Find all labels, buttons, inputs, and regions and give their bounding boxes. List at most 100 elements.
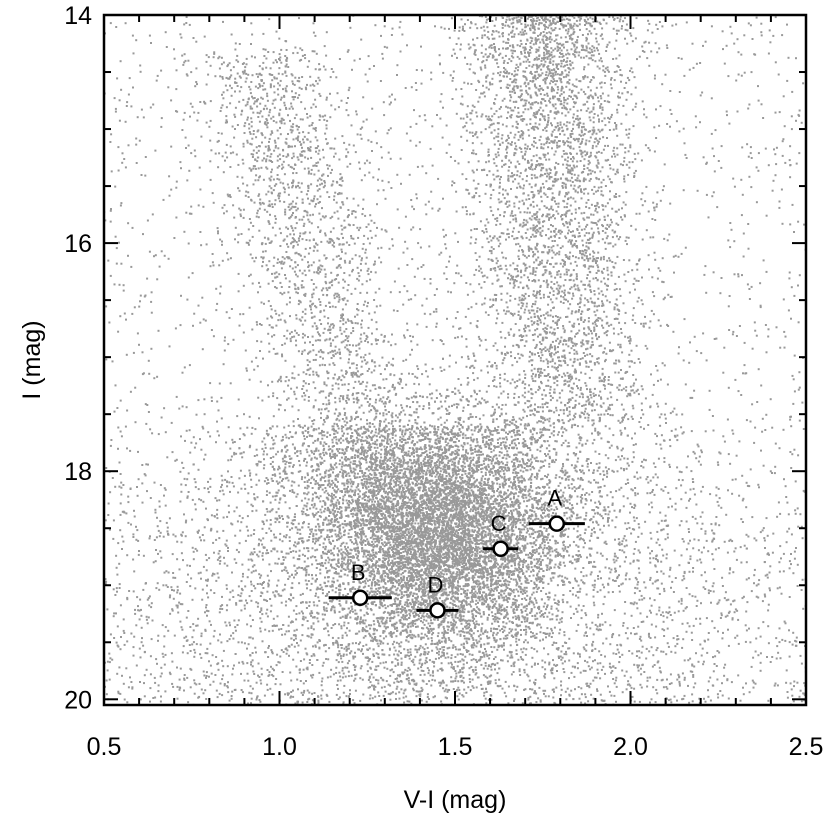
- background-star: [400, 491, 403, 494]
- background-star: [395, 507, 398, 510]
- background-star: [397, 574, 400, 577]
- background-star: [443, 591, 446, 594]
- background-star: [436, 558, 439, 560]
- background-star: [535, 477, 538, 480]
- background-star: [445, 448, 448, 451]
- background-star: [337, 533, 340, 536]
- background-star: [559, 553, 562, 556]
- background-star: [337, 427, 340, 430]
- background-star: [454, 578, 457, 580]
- background-star: [577, 516, 580, 519]
- background-star: [483, 487, 486, 490]
- background-star: [212, 541, 215, 544]
- background-star: [409, 466, 412, 469]
- background-star: [400, 593, 403, 596]
- background-star: [496, 520, 498, 523]
- background-star: [423, 529, 426, 532]
- background-star: [526, 617, 529, 620]
- background-star: [469, 483, 472, 486]
- background-star: [504, 447, 507, 450]
- background-star: [402, 608, 405, 611]
- background-star: [526, 618, 529, 621]
- background-star: [517, 481, 520, 484]
- background-star: [570, 483, 573, 486]
- background-star: [341, 615, 344, 618]
- background-star: [384, 462, 387, 465]
- background-star: [413, 382, 416, 385]
- background-star: [451, 519, 454, 522]
- background-star: [421, 614, 424, 617]
- background-star: [343, 453, 345, 456]
- background-star: [529, 535, 532, 538]
- background-star: [412, 687, 415, 690]
- background-star: [467, 452, 469, 455]
- background-star: [344, 424, 347, 427]
- background-star: [500, 517, 503, 519]
- background-star: [492, 455, 495, 458]
- background-star: [520, 582, 523, 585]
- background-star: [507, 535, 510, 538]
- background-star: [323, 601, 326, 604]
- background-star: [434, 501, 437, 504]
- background-star: [535, 590, 538, 593]
- background-star: [447, 586, 450, 589]
- background-star: [545, 569, 548, 571]
- background-star: [445, 413, 448, 415]
- background-star: [406, 441, 409, 444]
- background-star: [482, 441, 484, 444]
- background-star: [375, 490, 378, 492]
- background-star: [484, 501, 487, 504]
- background-star: [403, 590, 406, 593]
- background-star: [347, 546, 349, 549]
- background-star: [284, 556, 287, 559]
- background-star: [460, 593, 463, 595]
- background-star: [455, 675, 458, 678]
- background-star: [347, 675, 350, 678]
- background-star: [539, 534, 542, 537]
- background-star: [415, 531, 418, 534]
- background-star: [502, 503, 505, 506]
- background-star: [378, 539, 381, 542]
- background-star: [490, 462, 493, 465]
- background-star: [502, 642, 505, 645]
- background-star: [285, 569, 288, 572]
- background-star: [510, 442, 513, 445]
- background-star: [446, 579, 449, 582]
- background-star: [365, 611, 368, 614]
- background-star: [382, 591, 385, 594]
- background-star: [570, 386, 573, 389]
- background-star: [524, 610, 527, 612]
- background-star: [512, 458, 515, 461]
- background-star: [478, 389, 481, 392]
- background-star: [506, 423, 509, 426]
- background-star: [288, 465, 291, 468]
- background-star: [388, 529, 391, 532]
- background-star: [311, 528, 313, 531]
- background-star: [439, 538, 442, 541]
- background-star: [382, 554, 385, 557]
- background-star: [476, 526, 479, 529]
- background-star: [504, 588, 507, 591]
- background-star: [451, 602, 454, 605]
- background-star: [439, 553, 442, 556]
- background-star: [505, 500, 508, 503]
- background-star: [307, 498, 310, 501]
- background-star: [503, 584, 505, 587]
- background-star: [415, 593, 418, 596]
- background-star: [449, 527, 452, 529]
- background-star: [304, 476, 307, 479]
- background-star: [511, 516, 514, 519]
- background-star: [457, 462, 460, 465]
- background-star: [484, 664, 487, 667]
- background-star: [352, 542, 355, 545]
- background-star: [350, 526, 353, 529]
- background-star: [516, 477, 519, 480]
- background-star: [551, 613, 554, 616]
- background-star: [525, 505, 528, 508]
- background-star: [523, 528, 526, 531]
- background-star: [422, 408, 425, 410]
- background-star: [492, 494, 495, 497]
- background-star: [437, 499, 440, 502]
- background-star: [432, 568, 435, 571]
- background-star: [462, 445, 465, 448]
